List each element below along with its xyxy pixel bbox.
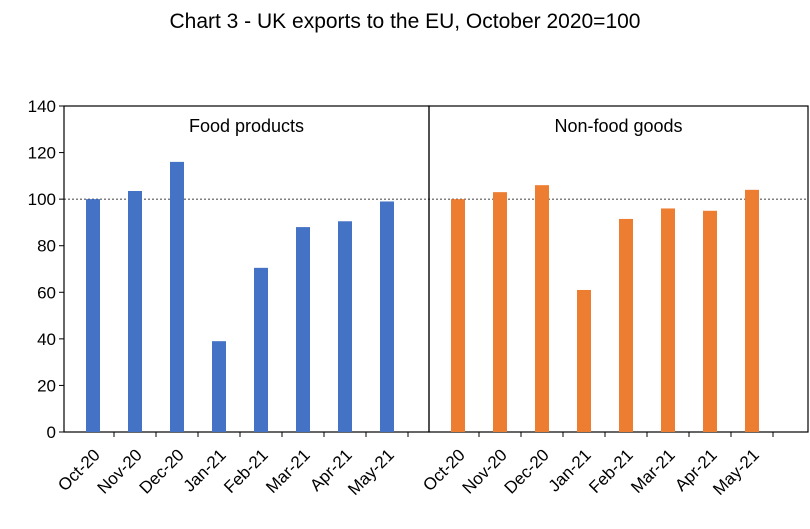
x-tick-label: Dec-20 — [136, 445, 188, 497]
y-tick-label: 120 — [28, 144, 56, 163]
panel-frame — [428, 105, 809, 433]
panel-label: Non-food goods — [554, 116, 682, 136]
bar-nonfood-jan-21 — [577, 289, 591, 432]
bar-nonfood-nov-20 — [493, 192, 507, 432]
bar-food-jan-21 — [212, 341, 226, 432]
bar-nonfood-may-21 — [745, 189, 759, 432]
x-tick-label: May-21 — [344, 445, 398, 499]
bar-nonfood-apr-21 — [703, 210, 717, 432]
y-tick-label: 20 — [37, 376, 56, 395]
y-tick-label: 0 — [47, 423, 56, 442]
y-tick-label: 40 — [37, 330, 56, 349]
y-tick-label: 140 — [28, 97, 56, 116]
bars-layer — [86, 161, 759, 432]
x-tick-label: Nov-20 — [459, 445, 511, 497]
y-tick-label: 100 — [28, 190, 56, 209]
x-tick-label: May-21 — [709, 445, 763, 499]
bar-food-oct-20 — [86, 199, 100, 432]
x-tick-label: Feb-21 — [585, 445, 637, 497]
bar-food-mar-21 — [296, 227, 310, 432]
bar-nonfood-mar-21 — [661, 208, 675, 432]
bar-food-dec-20 — [170, 161, 184, 432]
y-axis: 0 20 40 60 80 100 120 140 — [28, 97, 64, 442]
bar-nonfood-oct-20 — [451, 199, 465, 432]
y-tick-label: 80 — [37, 237, 56, 256]
bar-nonfood-dec-20 — [535, 185, 549, 432]
panel-label: Food products — [189, 116, 304, 136]
x-tick-label: Mar-21 — [627, 445, 679, 497]
chart-panels: Food products Non-food goods — [63, 105, 809, 433]
panel-frame — [63, 105, 430, 433]
x-tick-label: Jan-21 — [545, 445, 595, 495]
bar-food-nov-20 — [128, 190, 142, 432]
x-tick-label: Feb-21 — [220, 445, 272, 497]
bar-food-feb-21 — [254, 267, 268, 432]
x-axis-labels: Oct-20Nov-20Dec-20Jan-21Feb-21Mar-21Apr-… — [54, 432, 774, 499]
x-tick-label: Mar-21 — [262, 445, 314, 497]
x-tick-label: Jan-21 — [180, 445, 230, 495]
bar-nonfood-feb-21 — [619, 218, 633, 432]
x-tick-label: Nov-20 — [94, 445, 146, 497]
chart-title: Chart 3 - UK exports to the EU, October … — [169, 10, 641, 33]
x-tick-label: Dec-20 — [501, 445, 553, 497]
bar-food-may-21 — [380, 201, 394, 432]
bar-food-apr-21 — [338, 221, 352, 432]
y-tick-label: 60 — [37, 283, 56, 302]
